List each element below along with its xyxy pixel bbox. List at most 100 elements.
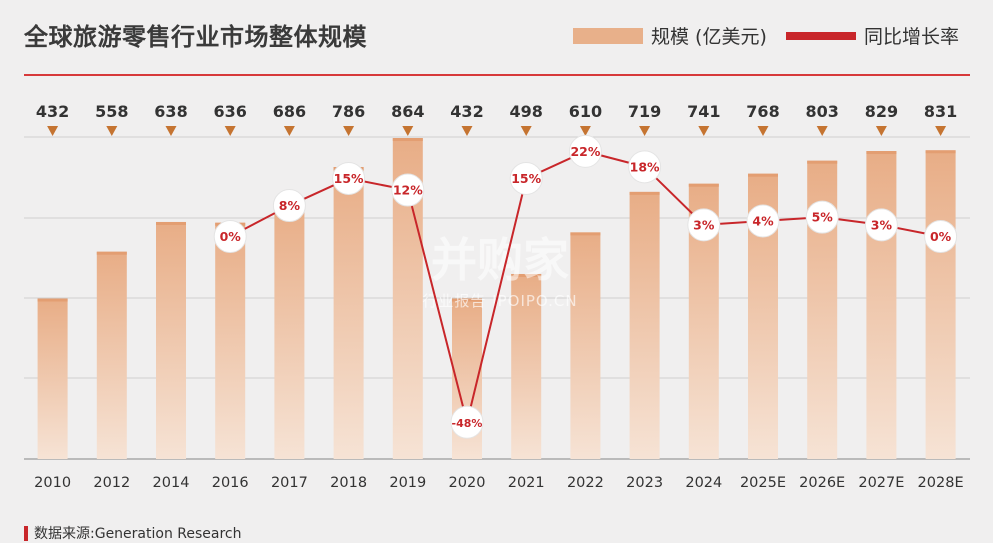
bar: [511, 273, 542, 459]
x-tick-label: 2020: [449, 475, 486, 491]
bar-cap: [688, 183, 719, 187]
bar-cap: [570, 232, 601, 236]
legend-bar: 规模 (亿美元): [573, 22, 767, 49]
legend-line: 同比增长率: [786, 22, 959, 49]
bar: [866, 151, 897, 460]
bar-value-marker: [698, 126, 710, 136]
bar-value-label: 831: [924, 102, 957, 121]
source-marker: [24, 525, 28, 541]
growth-point: [687, 208, 721, 242]
growth-point-label: 4%: [752, 214, 774, 229]
x-tick-label: 2026E: [799, 475, 845, 491]
growth-point-label: 8%: [279, 198, 301, 213]
bar-value-marker: [402, 126, 414, 136]
x-tick-label: 2023: [626, 475, 663, 491]
growth-point-label: 3%: [871, 217, 893, 232]
legend-bar-swatch: [573, 27, 643, 44]
bar-value-label: 610: [569, 102, 602, 121]
bar-value-marker: [579, 126, 591, 136]
bar-cap: [866, 151, 897, 155]
bar-value-marker: [224, 126, 236, 136]
x-tick-label: 2019: [389, 475, 426, 491]
bar-value-marker: [639, 126, 651, 136]
watermark-sub: 行业报告 IPOIPO.CN: [422, 292, 577, 310]
growth-point-label: 0%: [930, 229, 952, 244]
growth-point: [924, 220, 958, 253]
bar-value-label: 786: [332, 102, 365, 121]
growth-point: [746, 204, 780, 238]
source-text: 数据来源:Generation Research: [34, 526, 242, 542]
bar-value-marker: [47, 126, 59, 136]
bar: [333, 167, 364, 459]
growth-point-label: 0%: [220, 229, 242, 244]
x-tick-label: 2017: [271, 475, 308, 491]
bar-value-label: 498: [509, 102, 542, 121]
bar-cap: [511, 273, 542, 277]
bar-value-marker: [283, 126, 295, 136]
bar: [570, 232, 601, 459]
bar-value-marker: [343, 126, 355, 136]
x-tick-label: 2012: [93, 475, 130, 491]
growth-point-label: 15%: [511, 171, 541, 186]
x-tick-label: 2010: [34, 475, 71, 491]
x-tick-label: 2024: [685, 475, 722, 491]
growth-point: [568, 134, 602, 168]
bar: [37, 298, 68, 459]
bar: [215, 222, 246, 459]
growth-point: [509, 161, 543, 195]
bar-cap: [807, 160, 838, 164]
bar-cap: [96, 251, 127, 255]
bar-value-label: 719: [628, 102, 661, 121]
x-tick-label: 2022: [567, 475, 604, 491]
growth-point-label: 22%: [570, 144, 600, 159]
growth-point: [864, 208, 898, 242]
bar-value-label: 686: [273, 102, 306, 121]
growth-point-label: 18%: [630, 159, 660, 174]
title-rule: [24, 74, 970, 76]
growth-point-label: 3%: [693, 217, 715, 232]
legend-bar-label: 规模 (亿美元): [651, 26, 767, 48]
growth-point-label: 15%: [334, 171, 364, 186]
x-tick-label: 2028E: [918, 475, 964, 491]
bar: [925, 150, 956, 459]
watermark-main: 并购家: [431, 233, 569, 287]
bar: [156, 221, 186, 459]
bar-value-marker: [935, 126, 947, 136]
growth-point-label: 12%: [393, 183, 423, 198]
source-note: 数据来源:Generation Research: [24, 523, 241, 543]
growth-point: [391, 173, 425, 207]
bar-value-marker: [165, 126, 177, 136]
x-tick-label: 2016: [212, 475, 249, 491]
growth-point: [332, 161, 366, 195]
bar-value-label: 558: [95, 102, 128, 121]
bar-value-label: 432: [450, 102, 483, 121]
bar-value-marker: [757, 126, 769, 136]
bar-cap: [629, 191, 660, 195]
bar-value-marker: [875, 126, 887, 136]
bar-value-label: 741: [687, 102, 720, 121]
bar: [629, 191, 660, 460]
growth-point-label: -48%: [452, 417, 483, 430]
chart-title: 全球旅游零售行业市场整体规模: [24, 23, 367, 51]
bar-value-label: 829: [865, 102, 898, 121]
x-tick-label: 2014: [153, 475, 190, 491]
x-tick-label: 2027E: [858, 475, 904, 491]
bar: [96, 251, 127, 459]
bar-cap: [925, 150, 956, 154]
growth-point-label: 5%: [812, 210, 834, 225]
bar-cap: [156, 221, 186, 225]
bar-value-label: 803: [805, 102, 838, 121]
growth-point: [213, 220, 247, 253]
bar-value-marker: [106, 126, 118, 136]
bar-value-label: 432: [36, 102, 69, 121]
bar-cap: [452, 298, 482, 302]
growth-point: [805, 200, 839, 234]
growth-point: [272, 189, 306, 223]
x-tick-label: 2025E: [740, 475, 786, 491]
bar-value-marker: [816, 126, 828, 136]
legend-line-swatch: [786, 31, 856, 40]
bar-value-label: 768: [746, 102, 779, 121]
growth-point: [450, 405, 484, 439]
